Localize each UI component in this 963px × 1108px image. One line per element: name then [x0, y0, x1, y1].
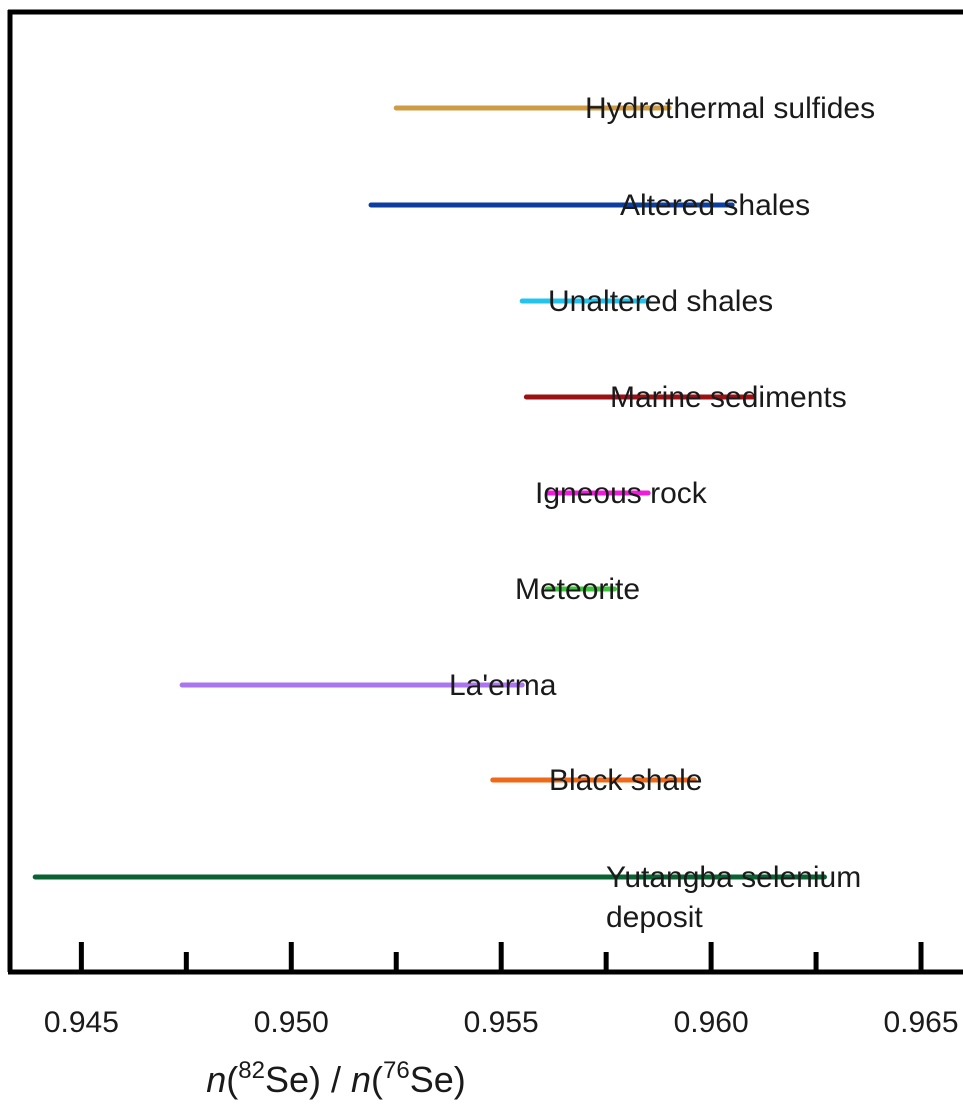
- tick-label: 0.965: [883, 1006, 958, 1039]
- tick-label: 0.960: [674, 1006, 749, 1039]
- range-labels: Hydrothermal sulfides Altered shales Unalt…: [449, 92, 875, 934]
- range-label: Igneous rock: [535, 477, 708, 510]
- range-label: deposit: [606, 901, 703, 934]
- range-label: La'erma: [449, 669, 557, 702]
- range-label: Black shale: [549, 764, 702, 797]
- range-label: Yutangba selenium: [606, 861, 861, 894]
- tick-label: 0.945: [44, 1006, 119, 1039]
- range-label: Marine sediments: [610, 381, 847, 414]
- range-label: Altered shales: [620, 189, 810, 222]
- x-axis-title: n(82Se) / n(76Se): [206, 1057, 466, 1100]
- range-label: Hydrothermal sulfides: [585, 92, 875, 125]
- tick-label: 0.950: [254, 1006, 329, 1039]
- tick-label: 0.955: [464, 1006, 539, 1039]
- range-label: Meteorite: [515, 573, 640, 606]
- x-axis-ticks: 0.945 0.950 0.955 0.960 0.965: [44, 942, 959, 1039]
- range-bars: [32, 105, 827, 880]
- range-label: Unaltered shales: [548, 285, 773, 318]
